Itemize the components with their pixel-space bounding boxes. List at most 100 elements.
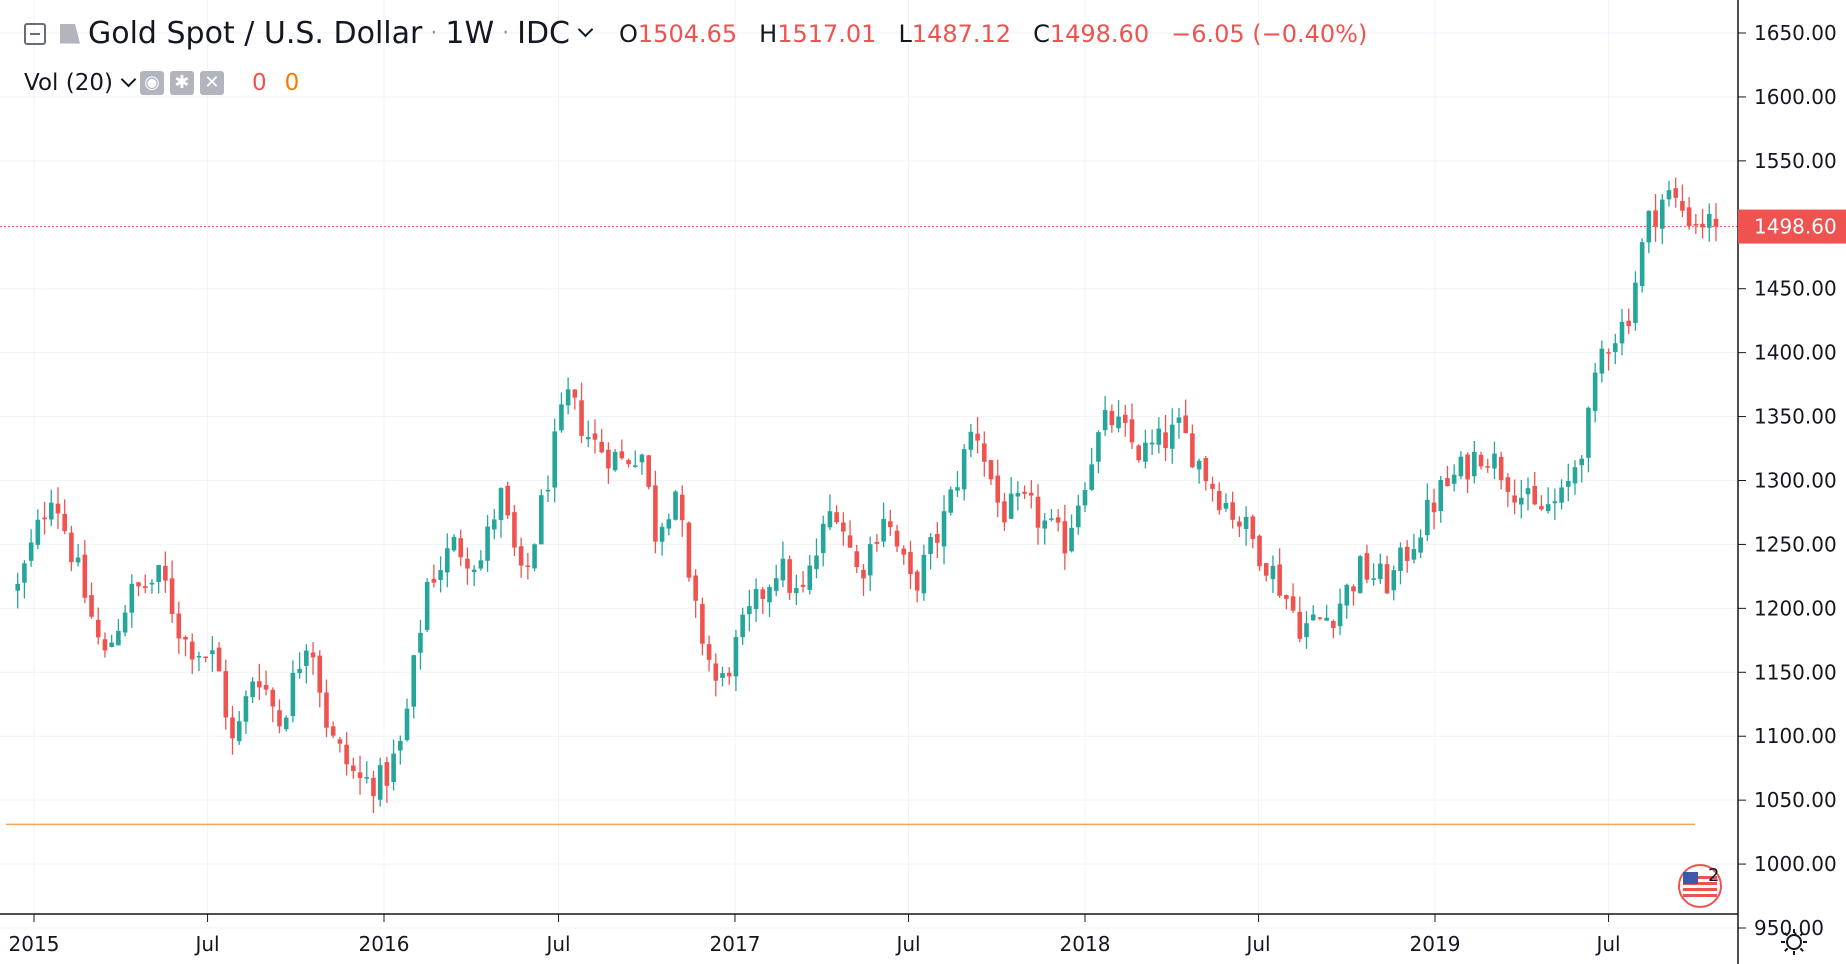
candle-body-2018-07-09[interactable]	[1263, 563, 1269, 576]
candle-body-2017-06-26[interactable]	[901, 548, 907, 555]
candle-body-2017-10-30[interactable]	[1022, 491, 1027, 494]
candle-body-2017-10-09[interactable]	[1002, 501, 1007, 523]
candle-body-2018-08-27[interactable]	[1310, 614, 1316, 621]
candle-body-2019-04-01[interactable]	[1519, 497, 1524, 505]
candle-body-2015-08-31[interactable]	[263, 684, 269, 690]
candle-body-2018-02-12[interactable]	[1122, 414, 1128, 423]
candle-body-2019-06-17[interactable]	[1592, 372, 1598, 411]
candle-body-2019-05-06[interactable]	[1552, 501, 1558, 504]
candle-body-2018-10-01[interactable]	[1344, 584, 1350, 606]
settings-icon[interactable]	[1781, 929, 1807, 955]
candle-body-2017-11-27[interactable]	[1049, 518, 1054, 520]
candle-body-2016-03-21[interactable]	[458, 538, 464, 558]
candle-body-2015-01-26[interactable]	[55, 503, 61, 514]
candle-body-2015-09-28[interactable]	[290, 672, 296, 717]
candle-body-2016-01-18[interactable]	[398, 741, 403, 751]
candle-body-2017-03-27[interactable]	[814, 555, 819, 570]
candle-body-2017-05-01[interactable]	[847, 535, 853, 548]
candle-body-2016-08-01[interactable]	[585, 437, 591, 440]
candle-body-2018-12-17[interactable]	[1418, 537, 1423, 553]
price-axis[interactable]: 950.001000.001050.001100.001150.001200.0…	[1737, 0, 1837, 964]
candle-body-2015-06-08[interactable]	[183, 636, 188, 640]
candle-body-2016-02-08[interactable]	[418, 632, 423, 653]
candle-body-2016-06-20[interactable]	[545, 489, 551, 492]
candle-body-2017-12-04[interactable]	[1055, 517, 1061, 523]
candle-body-2017-05-15[interactable]	[861, 569, 866, 579]
candle-body-2017-06-12[interactable]	[888, 521, 893, 528]
candle-body-2016-07-25[interactable]	[579, 400, 584, 436]
candle-body-2017-10-02[interactable]	[995, 475, 1001, 503]
candle-body-2019-07-15[interactable]	[1619, 321, 1625, 344]
candle-body-2015-06-15[interactable]	[189, 641, 195, 660]
candle-body-2018-05-28[interactable]	[1223, 502, 1229, 509]
candle-body-2019-02-25[interactable]	[1485, 466, 1491, 468]
candle-body-2015-08-03[interactable]	[236, 721, 242, 742]
candle-body-2019-09-02[interactable]	[1666, 190, 1672, 200]
candle-body-2019-01-28[interactable]	[1458, 456, 1464, 477]
candle-body-2018-05-07[interactable]	[1203, 458, 1209, 482]
exchange-label[interactable]: IDC	[517, 16, 571, 51]
candle-body-2018-09-03[interactable]	[1317, 617, 1323, 619]
candle-body-2019-08-05[interactable]	[1639, 242, 1645, 287]
candle-body-2016-03-07[interactable]	[444, 548, 450, 573]
candle-body-2016-10-10[interactable]	[653, 485, 658, 542]
candle-body-2019-07-29[interactable]	[1633, 282, 1638, 323]
candle-body-2015-07-06[interactable]	[210, 650, 215, 654]
candle-body-2015-11-02[interactable]	[324, 692, 329, 728]
candle-body-2016-10-17[interactable]	[659, 526, 665, 542]
candle-body-2019-09-16[interactable]	[1680, 201, 1685, 211]
candle-body-2015-04-20[interactable]	[136, 582, 141, 587]
candle-body-2019-10-21[interactable]	[1713, 218, 1719, 227]
candle-body-2016-05-09[interactable]	[505, 485, 511, 516]
candle-body-2016-05-16[interactable]	[512, 512, 517, 548]
candle-body-2019-10-07[interactable]	[1700, 223, 1705, 228]
candle-body-2018-10-08[interactable]	[1351, 586, 1356, 592]
candle-body-2015-07-13[interactable]	[216, 647, 222, 672]
candle-body-2017-07-17[interactable]	[921, 554, 927, 594]
candle-body-2018-11-26[interactable]	[1398, 547, 1403, 571]
candle-body-2016-09-05[interactable]	[619, 451, 625, 459]
candle-body-2015-04-27[interactable]	[142, 586, 148, 588]
candle-body-2019-06-03[interactable]	[1579, 458, 1585, 466]
candle-body-2018-08-13[interactable]	[1297, 611, 1303, 639]
candle-body-2018-01-01[interactable]	[1082, 490, 1088, 506]
candle-body-2017-09-04[interactable]	[968, 431, 974, 450]
candle-body-2015-01-12[interactable]	[42, 517, 47, 520]
candle-body-2018-08-20[interactable]	[1304, 623, 1309, 638]
candle-body-2019-01-14[interactable]	[1445, 478, 1450, 487]
candle-body-2018-07-30[interactable]	[1284, 595, 1289, 599]
candle-body-2016-04-11[interactable]	[478, 560, 484, 569]
candle-body-2018-03-26[interactable]	[1163, 432, 1168, 449]
candle-body-2016-11-14[interactable]	[686, 522, 692, 578]
candle-body-2019-03-11[interactable]	[1498, 456, 1504, 481]
candle-body-2015-12-14[interactable]	[364, 777, 370, 779]
candle-body-2018-01-22[interactable]	[1102, 410, 1108, 431]
candle-body-2015-02-09[interactable]	[69, 532, 74, 563]
candle-body-2015-02-16[interactable]	[75, 557, 81, 563]
candle-body-2019-02-04[interactable]	[1465, 454, 1470, 480]
candle-body-2018-04-16[interactable]	[1183, 415, 1188, 434]
candle-body-2015-01-19[interactable]	[48, 502, 54, 520]
candle-body-2018-06-11[interactable]	[1237, 521, 1242, 527]
candle-body-2015-11-23[interactable]	[344, 744, 349, 765]
candle-body-2018-07-23[interactable]	[1277, 564, 1282, 596]
candle-body-2017-08-14[interactable]	[948, 489, 954, 513]
candle-body-2015-03-02[interactable]	[89, 595, 94, 617]
candle-body-2018-03-19[interactable]	[1156, 428, 1162, 445]
candle-body-2016-11-07[interactable]	[679, 494, 685, 521]
candle-body-2015-08-10[interactable]	[243, 696, 249, 722]
candle-body-2015-05-04[interactable]	[149, 582, 155, 585]
candle-body-2015-04-06[interactable]	[122, 612, 128, 633]
symbol-name[interactable]: Gold Spot / U.S. Dollar	[88, 16, 423, 51]
eye-icon[interactable]: ◉	[139, 71, 164, 95]
candle-body-2015-07-27[interactable]	[230, 717, 235, 739]
candle-body-2019-03-04[interactable]	[1492, 453, 1497, 469]
candle-body-2018-09-10[interactable]	[1324, 617, 1329, 621]
candle-body-2018-10-22[interactable]	[1364, 553, 1370, 580]
candle-body-2016-10-24[interactable]	[666, 519, 672, 529]
candle-body-2016-02-29[interactable]	[438, 570, 443, 580]
candle-body-2017-06-19[interactable]	[894, 530, 900, 547]
candle-body-2015-10-05[interactable]	[297, 668, 302, 674]
candle-body-2017-11-20[interactable]	[1042, 520, 1048, 529]
